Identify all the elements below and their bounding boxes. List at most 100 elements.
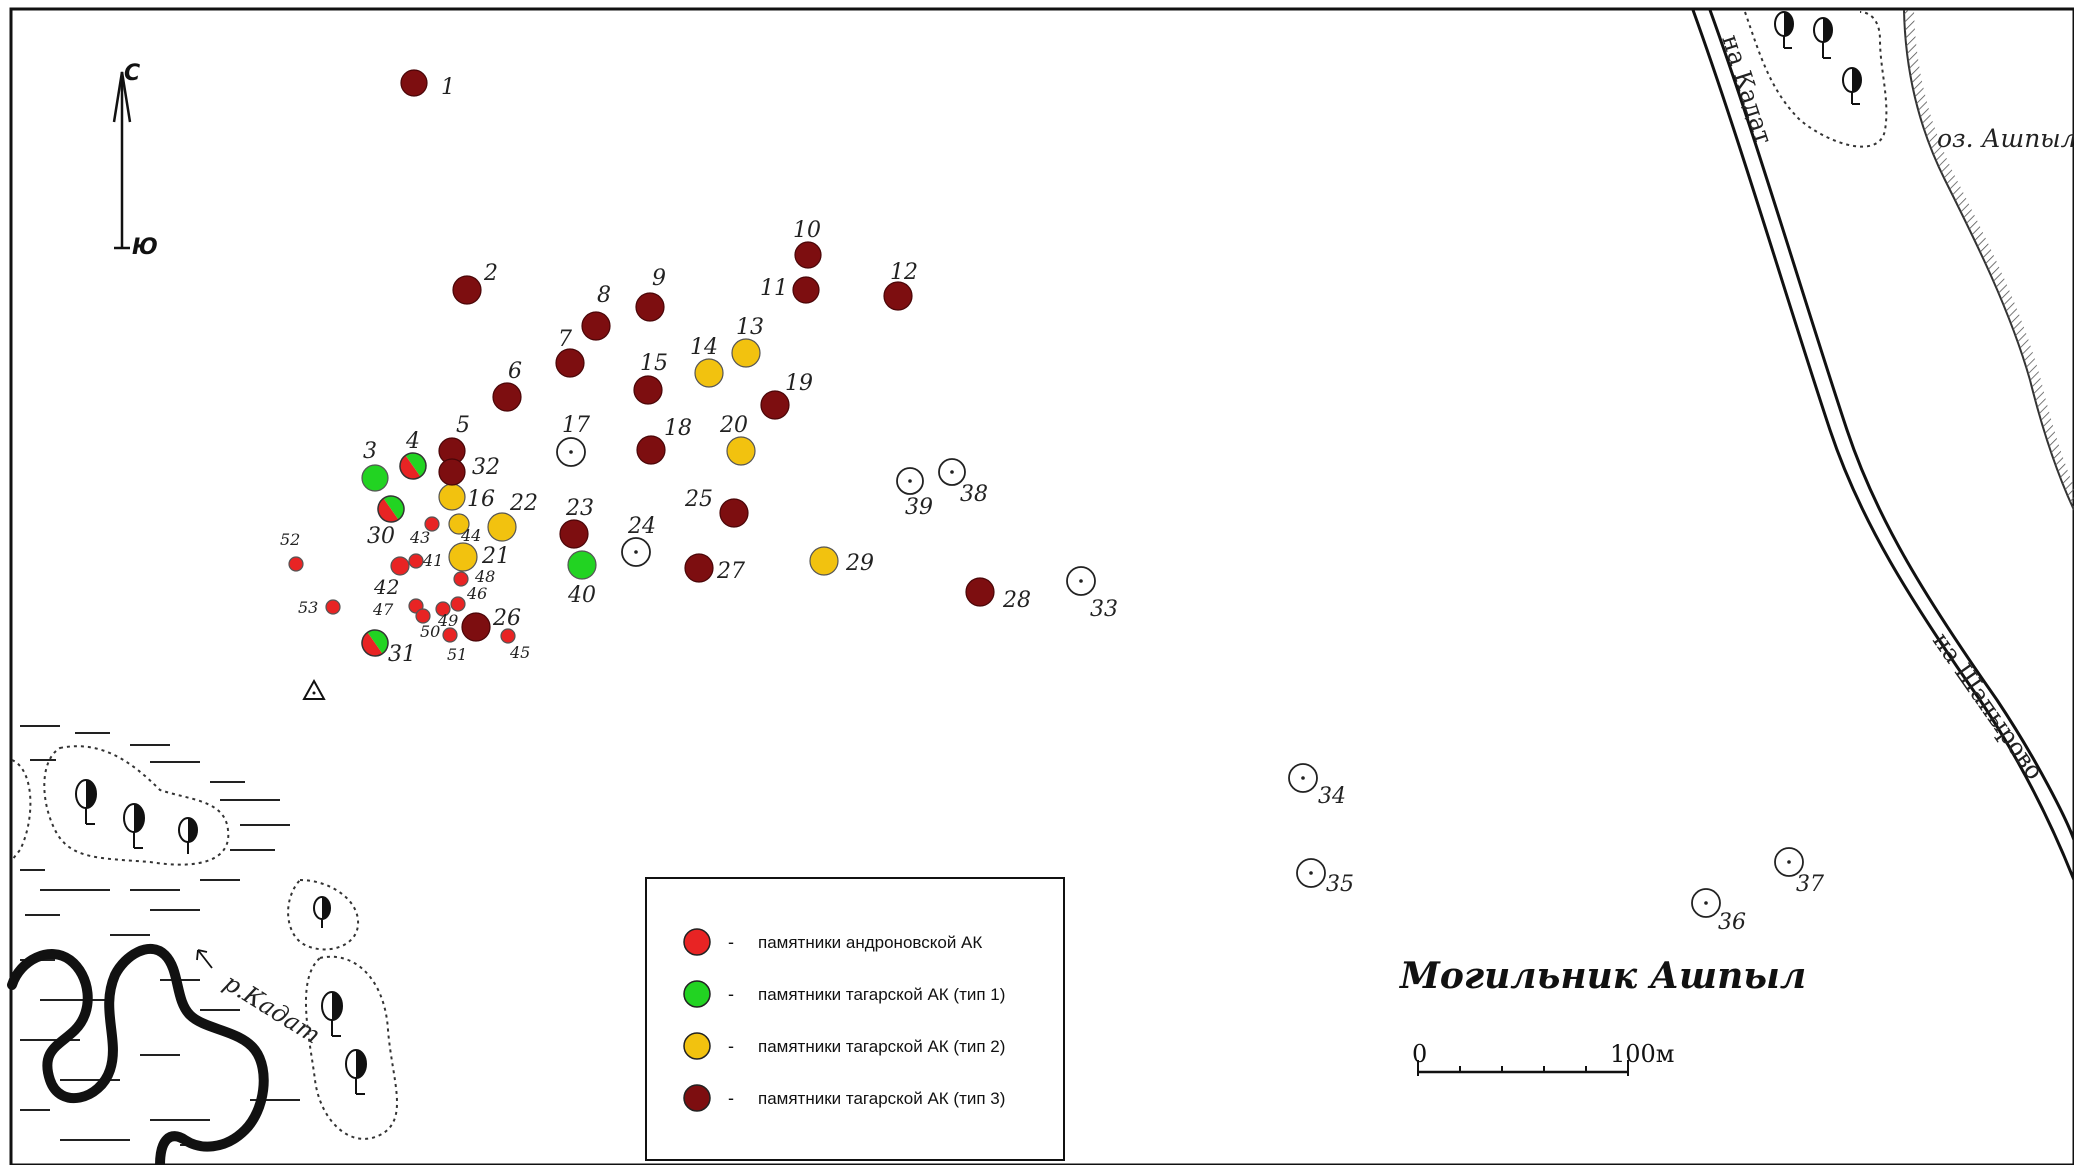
monument-label: 2	[483, 261, 498, 286]
legend-item: - памятники тагарской АК (тип 2)	[683, 1032, 1005, 1060]
monument-34[interactable]: 34	[1288, 763, 1346, 809]
monument-11[interactable]: 11	[760, 276, 820, 304]
monument-46[interactable]: 46	[450, 584, 487, 612]
monument-marker	[567, 550, 597, 580]
compass-arrow	[112, 71, 132, 250]
monument-label: 41	[422, 551, 443, 570]
monument-label: 37	[1796, 872, 1824, 897]
legend-dash: -	[728, 1088, 734, 1108]
monument-42[interactable]: 42	[373, 556, 410, 599]
monument-17[interactable]: 17	[556, 413, 590, 467]
monument-label: 51	[447, 645, 467, 664]
monument-28[interactable]: 28	[965, 577, 1031, 613]
monument-32[interactable]: 32	[438, 455, 500, 486]
monument-label: 3	[363, 439, 377, 464]
monument-40[interactable]: 40	[567, 550, 597, 608]
monument-marker	[555, 348, 585, 378]
lake-ashpyl-shore	[1903, 9, 2074, 511]
legend-dash: -	[728, 932, 734, 952]
monument-22[interactable]: 22	[487, 491, 538, 542]
monument-35[interactable]: 35	[1296, 858, 1354, 897]
monument-3[interactable]: 3	[361, 439, 389, 492]
monument-8[interactable]: 8	[581, 283, 611, 341]
monument-4[interactable]: 4	[395, 429, 431, 484]
tree-icon	[178, 817, 198, 854]
monument-10[interactable]: 10	[793, 218, 822, 269]
monument-5[interactable]: 5	[438, 413, 470, 465]
monument-label: 50	[420, 622, 440, 641]
monument-marker	[731, 338, 761, 368]
monument-53[interactable]: 53	[298, 598, 341, 617]
monument-33[interactable]: 33	[1066, 566, 1118, 622]
monument-25[interactable]: 25	[684, 487, 749, 528]
monument-21[interactable]: 21	[448, 542, 510, 572]
monument-51[interactable]: 51	[442, 627, 467, 664]
legend: - памятники андроновской АК - памятники таг…	[645, 877, 1065, 1161]
monument-1[interactable]: 1	[400, 69, 455, 100]
road-label-shapyrovo: на Шапырово	[1927, 627, 2049, 784]
monument-6[interactable]: 6	[492, 359, 522, 412]
monument-43[interactable]: 43	[409, 516, 440, 547]
monument-label: 48	[474, 567, 495, 586]
monument-24[interactable]: 24	[621, 514, 656, 567]
monument-39[interactable]: 39	[896, 467, 933, 520]
monument-48[interactable]: 48	[453, 567, 495, 587]
river-flow-arrow	[196, 949, 213, 969]
monument-marker	[325, 599, 341, 615]
monument-marker	[408, 553, 424, 569]
monument-52[interactable]: 52	[280, 530, 304, 572]
monument-23[interactable]: 23	[559, 496, 594, 549]
monument-marker	[809, 546, 839, 576]
monument-9[interactable]: 9	[635, 266, 666, 322]
lake-label: оз. Ашпыл	[1937, 124, 2074, 153]
monument-47[interactable]: 47	[372, 598, 424, 619]
monument-36[interactable]: 36	[1691, 888, 1746, 935]
monument-label: 46	[466, 584, 487, 603]
monument-marker	[794, 241, 822, 269]
monument-15[interactable]: 15	[633, 351, 668, 405]
monument-label: 39	[905, 495, 933, 520]
monument-marker	[636, 435, 666, 465]
monument-16[interactable]: 16	[438, 483, 495, 512]
monument-marker	[633, 375, 663, 405]
monument-13[interactable]: 13	[731, 315, 764, 368]
monument-7[interactable]: 7	[555, 327, 585, 378]
monument-14[interactable]: 14	[690, 335, 724, 388]
monument-20[interactable]: 20	[719, 413, 756, 466]
monument-38[interactable]: 38	[938, 458, 988, 507]
monument-37[interactable]: 37	[1774, 847, 1824, 897]
monument-label: 42	[373, 575, 399, 599]
monument-2[interactable]: 2	[452, 261, 498, 305]
monument-44[interactable]: 44	[448, 513, 481, 545]
monument-label: 33	[1090, 597, 1118, 622]
monument-50[interactable]: 50	[415, 608, 440, 641]
monument-45[interactable]: 45	[500, 628, 530, 662]
triangle-marker-icon	[302, 678, 326, 700]
monument-marker	[492, 382, 522, 412]
monument-label: 10	[793, 218, 821, 243]
monument-30[interactable]: 30	[367, 491, 409, 549]
monument-marker	[400, 69, 428, 97]
monument-12[interactable]: 12	[883, 260, 918, 311]
monument-31[interactable]: 31	[357, 625, 416, 667]
monument-49[interactable]: 49	[435, 601, 458, 630]
legend-item: - памятники тагарской АК (тип 3)	[683, 1084, 1005, 1112]
monument-label: 22	[509, 491, 538, 516]
monument-marker	[453, 571, 469, 587]
monument-label: 53	[298, 598, 318, 617]
monument-center-dot	[634, 550, 638, 554]
monument-41[interactable]: 41	[408, 551, 443, 570]
monument-marker	[448, 542, 478, 572]
monument-center-dot	[569, 450, 573, 454]
legend-dash: -	[728, 1036, 734, 1056]
monument-29[interactable]: 29	[809, 546, 874, 576]
monument-26[interactable]: 26	[461, 606, 521, 642]
monument-19[interactable]: 19	[760, 371, 813, 420]
monument-marker	[450, 596, 466, 612]
tree-grove-outline	[11, 745, 398, 1140]
monument-27[interactable]: 27	[684, 553, 745, 584]
monument-label: 34	[1318, 784, 1346, 809]
monument-marker	[442, 627, 458, 643]
monument-18[interactable]: 18	[636, 416, 692, 465]
